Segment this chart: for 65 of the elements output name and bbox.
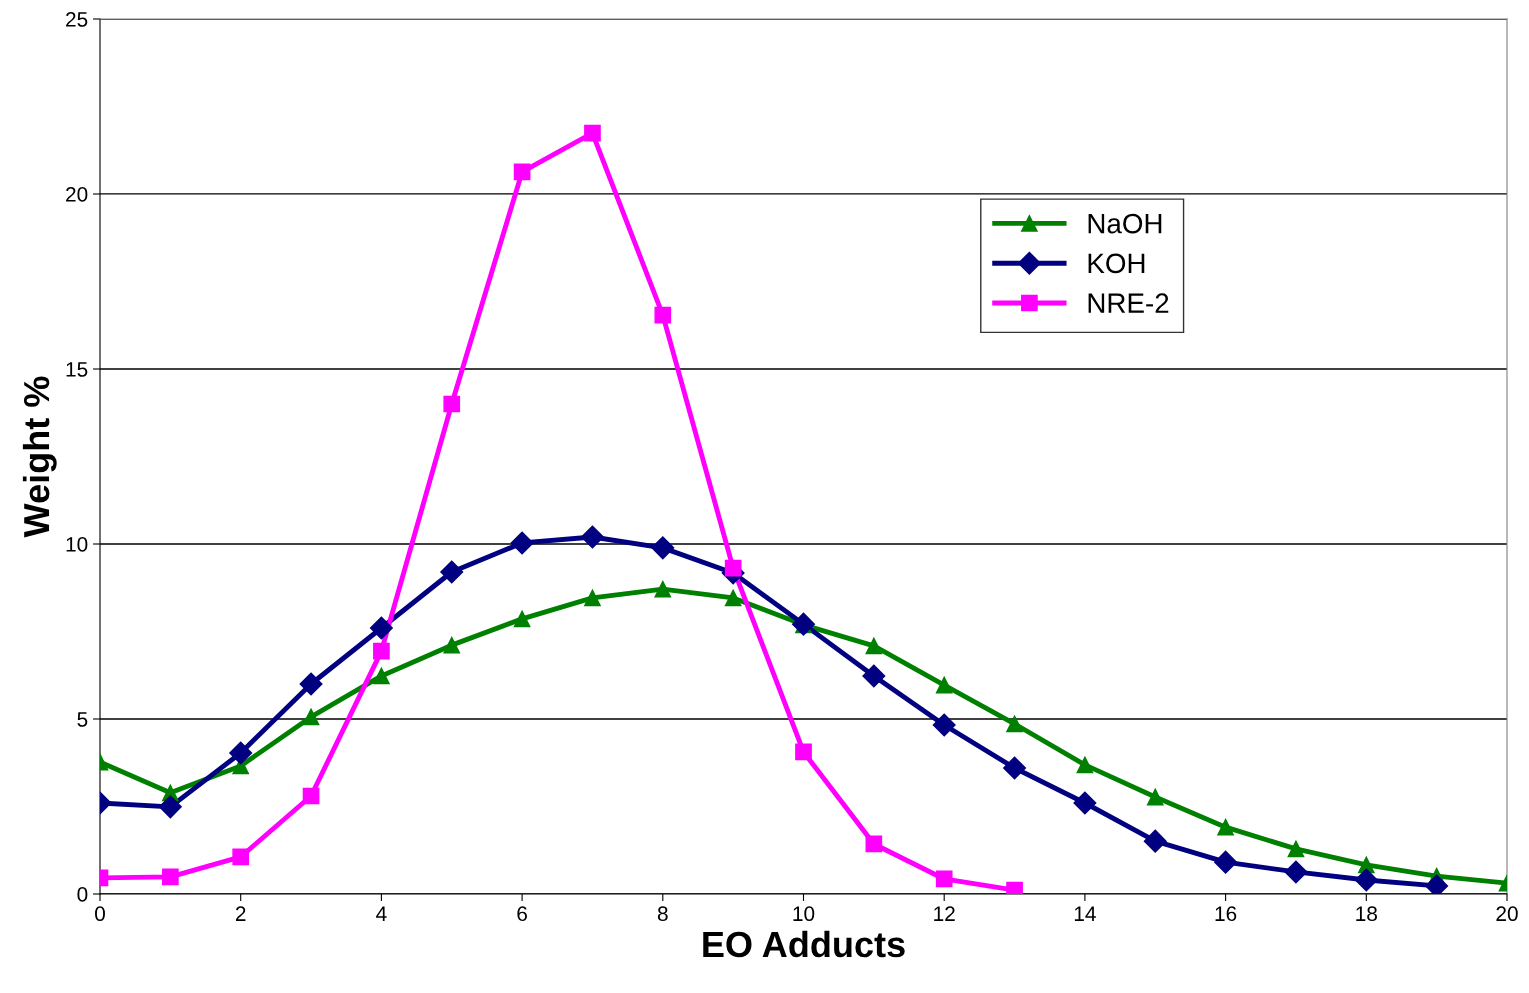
x-axis-title: EO Adducts <box>703 930 905 958</box>
point <box>443 636 461 654</box>
point <box>654 306 672 324</box>
point <box>1354 868 1378 892</box>
legend-label: NRE-2 <box>1088 293 1169 313</box>
point <box>158 795 182 819</box>
x-tick-label: 10 <box>793 906 815 922</box>
point <box>654 580 672 598</box>
x-tick-label: 12 <box>934 906 955 921</box>
x-tick-label: 18 <box>1356 906 1377 922</box>
point <box>443 395 461 413</box>
x-tick-label: 14 <box>1074 906 1096 921</box>
point <box>369 616 393 640</box>
point <box>1076 756 1094 774</box>
point <box>162 868 179 886</box>
point <box>580 525 604 549</box>
point <box>302 708 320 726</box>
y-tick-label: 15 <box>66 362 88 377</box>
point <box>1003 756 1027 780</box>
y-tick-label: 25 <box>66 12 88 27</box>
point <box>1006 715 1023 733</box>
point <box>229 741 253 765</box>
point <box>513 163 531 181</box>
point <box>440 560 464 584</box>
point <box>1284 860 1308 884</box>
point <box>302 787 320 805</box>
point <box>513 610 531 628</box>
x-tick-label: 16 <box>1215 906 1237 922</box>
y-axis-title: Weight % <box>22 376 57 538</box>
point <box>865 835 883 853</box>
point <box>865 637 883 655</box>
x-tick-label: 6 <box>517 906 527 922</box>
x-tick-label: 8 <box>657 906 668 922</box>
point <box>795 743 812 761</box>
point <box>299 672 323 696</box>
point <box>1073 791 1097 815</box>
point <box>1217 818 1234 836</box>
point <box>584 124 601 142</box>
x-tick-label: 0 <box>95 906 105 922</box>
y-tick-label: 10 <box>66 537 88 552</box>
y-tick-label: 0 <box>77 887 88 902</box>
y-tick-label: 5 <box>77 712 88 727</box>
point <box>935 870 953 888</box>
point <box>1425 874 1449 894</box>
point <box>373 667 390 685</box>
point <box>724 559 742 577</box>
x-tick-label: 2 <box>235 906 246 921</box>
legend-label: KOH <box>1088 253 1145 274</box>
point <box>510 531 534 555</box>
point <box>935 676 953 694</box>
point <box>1146 788 1164 806</box>
point <box>584 589 601 607</box>
point <box>932 713 956 737</box>
x-tick-label: 4 <box>376 906 387 921</box>
point <box>651 536 675 560</box>
point <box>724 589 742 607</box>
point <box>1143 829 1167 853</box>
point <box>373 642 390 660</box>
x-tick-label: 20 <box>1496 906 1518 922</box>
point <box>1214 850 1238 874</box>
point <box>862 664 886 688</box>
y-tick-label: 20 <box>66 187 88 202</box>
point <box>232 848 250 866</box>
legend-label: NaOH <box>1088 213 1162 234</box>
point <box>1287 840 1305 858</box>
